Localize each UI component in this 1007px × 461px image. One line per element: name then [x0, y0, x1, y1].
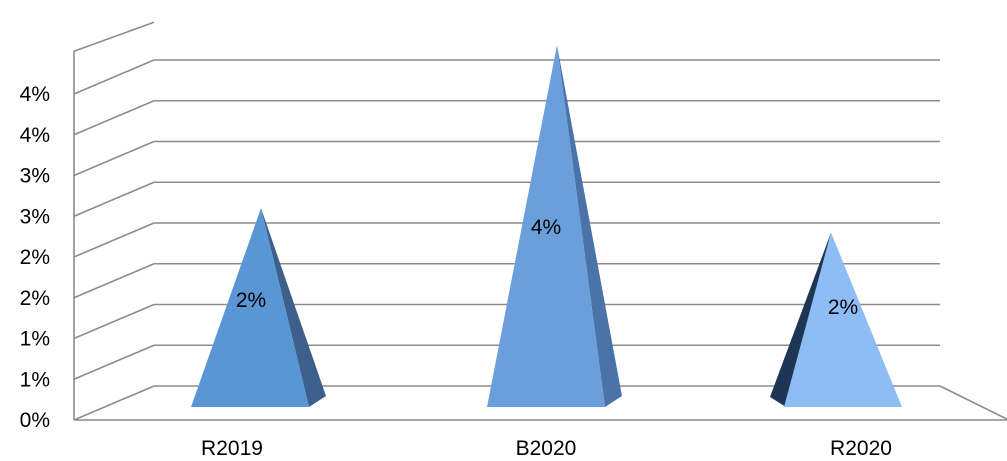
y-tick-label: 3%: [20, 165, 50, 188]
data-label: 2%: [828, 296, 858, 319]
bars: [191, 45, 902, 407]
y-tick-label: 1%: [20, 368, 50, 391]
y-tick-label: 4%: [20, 83, 50, 106]
x-tick-label: R2020: [830, 437, 892, 460]
gridline: [73, 181, 940, 217]
gridline: [73, 140, 940, 177]
y-tick-label: 3%: [20, 205, 50, 228]
data-label: 4%: [531, 216, 561, 239]
gridline: [73, 99, 940, 136]
y-tick-label: 4%: [20, 124, 50, 147]
gridline: [73, 222, 940, 258]
y-tick-label: 1%: [20, 328, 50, 351]
x-tick-label: R2019: [201, 437, 263, 460]
labels: 2% R2019 4% B2020 2% R2020: [201, 216, 892, 460]
bar: [770, 232, 902, 407]
y-tick-label: 2%: [20, 246, 50, 269]
wall-top-edge: [73, 21, 155, 53]
floor: [74, 385, 1007, 421]
y-tick-label: 0%: [20, 409, 50, 432]
y-tick-label: 2%: [20, 287, 50, 310]
data-label: 2%: [236, 289, 266, 312]
y-axis: 0% 1% 1% 2% 2% 3% 3% 4% 4%: [20, 51, 75, 432]
x-tick-label: B2020: [516, 437, 577, 460]
bar: [191, 208, 326, 407]
gridline: [73, 59, 940, 95]
bar: [487, 45, 622, 407]
